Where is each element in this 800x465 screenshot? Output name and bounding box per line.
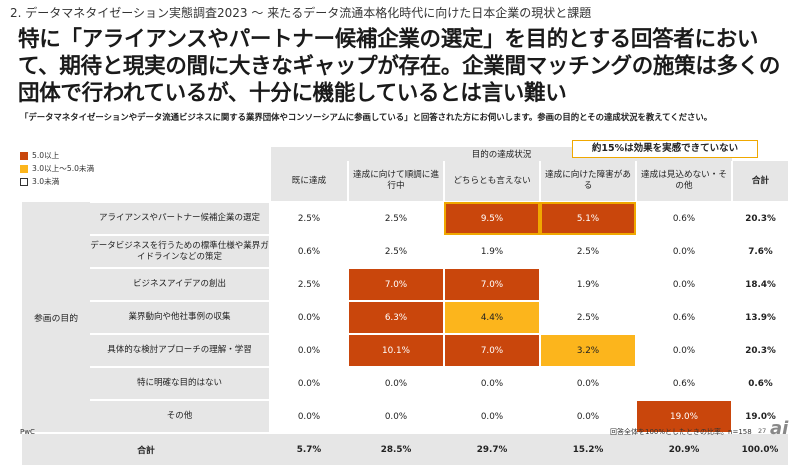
value-cell: 4.4% — [443, 300, 540, 334]
row-total-cell: 20.3% — [731, 201, 788, 235]
value-cell: 9.5% — [443, 201, 540, 235]
value-cell: 0.0% — [347, 366, 444, 400]
legend-item-mid: 3.0以上～5.0未満 — [20, 162, 94, 175]
row-total-cell: 7.6% — [731, 234, 788, 268]
row-label: 具体的な検討アプローチの理解・学習 — [90, 333, 270, 367]
value-cell: 6.3% — [347, 300, 444, 334]
row-label: 特に明確な目的はない — [90, 366, 270, 400]
row-label: アライアンスやパートナー候補企業の選定 — [90, 201, 270, 235]
table-row: 特に明確な目的はない 0.0% 0.0% 0.0% 0.0% 0.6% 0.6% — [22, 366, 788, 400]
column-header: 達成は見込めない・その他 — [635, 161, 732, 202]
value-cell: 0.0% — [443, 399, 540, 433]
total-cell: 15.2% — [540, 432, 636, 465]
value-cell: 0.0% — [269, 399, 348, 433]
legend-label-mid: 3.0以上～5.0未満 — [32, 164, 95, 173]
row-label: データビジネスを行うための標準仕様や業界ガイドラインなどの策定 — [90, 234, 270, 268]
value-cell: 0.0% — [635, 267, 732, 301]
legend-item-low: 3.0未満 — [20, 175, 94, 188]
table-row: 具体的な検討アプローチの理解・学習 0.0% 10.1% 7.0% 3.2% 0.0% 20… — [22, 333, 788, 367]
row-total-cell: 20.3% — [731, 333, 788, 367]
value-cell: 3.2% — [539, 333, 636, 367]
legend-item-high: 5.0以上 — [20, 149, 94, 162]
value-cell: 0.0% — [269, 366, 348, 400]
row-total-cell: 0.6% — [731, 366, 788, 400]
gap-callout: 約15%は効果を実感できていない — [572, 140, 758, 158]
value-cell: 7.0% — [347, 267, 444, 301]
row-label: その他 — [90, 399, 270, 433]
value-cell: 0.0% — [539, 366, 636, 400]
value-cell: 7.0% — [443, 333, 540, 367]
row-total-cell: 18.4% — [731, 267, 788, 301]
legend-label-high: 5.0以上 — [32, 151, 60, 160]
column-header: 達成に向けて順調に進行中 — [347, 161, 444, 202]
value-cell: 0.0% — [269, 333, 348, 367]
row-total-cell: 19.0% — [731, 399, 788, 433]
footer-brand: PwC — [20, 428, 35, 436]
value-cell: 2.5% — [347, 201, 444, 235]
row-axis-label: 参画の目的 — [22, 202, 90, 433]
total-cell: 5.7% — [270, 432, 348, 465]
survey-question: 「データマネタイゼーションやデータ流通ビジネスに関する業界団体やコンソーシアムに… — [20, 112, 713, 122]
row-total-cell: 13.9% — [731, 300, 788, 334]
value-cell: 0.6% — [635, 201, 732, 235]
value-cell: 7.0% — [443, 267, 540, 301]
value-cell: 0.0% — [347, 399, 444, 433]
total-label: 合計 — [22, 432, 270, 465]
row-label: 業界動向や他社事例の収集 — [90, 300, 270, 334]
footer-note: 回答全体を100%としたときの比率。n=158 — [610, 428, 752, 436]
total-cell: 28.5% — [348, 432, 444, 465]
legend-swatch-mid — [20, 164, 28, 173]
table-row: その他 0.0% 0.0% 0.0% 0.0% 19.0% 19.0% — [22, 399, 788, 433]
slide-header: 2. データマネタイゼーション実態調査2023 ～ 来たるデータ流通本格化時代に… — [10, 6, 592, 20]
page-number: 27 — [758, 427, 767, 435]
table-row: ビジネスアイデアの創出 2.5% 7.0% 7.0% 1.9% 0.0% 18.4% — [22, 267, 788, 301]
value-cell: 2.5% — [269, 267, 348, 301]
value-cell: 0.0% — [269, 300, 348, 334]
total-row: 合計 5.7% 28.5% 29.7% 15.2% 20.9% 100.0% — [22, 432, 788, 465]
value-cell: 2.5% — [539, 300, 636, 334]
ai-logo: ai — [770, 418, 789, 439]
column-header: どちらとも言えない — [443, 161, 540, 202]
table-row: データビジネスを行うための標準仕様や業界ガイドラインなどの策定 0.6% 2.5% 1… — [22, 234, 788, 268]
total-cell: 20.9% — [636, 432, 732, 465]
value-cell: 10.1% — [347, 333, 444, 367]
total-cell: 29.7% — [444, 432, 540, 465]
column-header: 既に達成 — [269, 161, 348, 202]
column-header: 達成に向けた障害がある — [539, 161, 636, 202]
table-row: 業界動向や他社事例の収集 0.0% 6.3% 4.4% 2.5% 0.6% 13.9% — [22, 300, 788, 334]
value-cell: 1.9% — [539, 267, 636, 301]
value-cell: 2.5% — [347, 234, 444, 268]
legend-label-low: 3.0未満 — [32, 177, 60, 186]
value-cell: 2.5% — [539, 234, 636, 268]
value-cell: 0.6% — [635, 300, 732, 334]
value-cell: 0.0% — [539, 399, 636, 433]
value-cell: 0.0% — [635, 234, 732, 268]
legend-swatch-low — [20, 177, 28, 186]
headline: 特に「アライアンスやパートナー候補企業の選定」を目的とする回答者において、期待と… — [18, 27, 781, 106]
legend-swatch-high — [20, 151, 28, 160]
value-cell: 0.0% — [443, 366, 540, 400]
table-row: 参画の目的 アライアンスやパートナー候補企業の選定 2.5% 2.5% 9.5% 5.1%… — [22, 201, 788, 433]
row-label: ビジネスアイデアの創出 — [90, 267, 270, 301]
value-cell: 2.5% — [269, 201, 348, 235]
value-cell: 1.9% — [443, 234, 540, 268]
value-cell: 0.0% — [635, 333, 732, 367]
results-table: 目的の達成状況 既に達成 達成に向けて順調に進行中 どちらとも言えない 達成に向… — [22, 147, 788, 465]
value-cell: 19.0% — [635, 399, 732, 433]
value-cell: 0.6% — [269, 234, 348, 268]
column-header-total: 合計 — [731, 161, 788, 202]
value-cell: 5.1% — [539, 201, 636, 235]
value-cell: 0.6% — [635, 366, 732, 400]
color-legend: 5.0以上 3.0以上～5.0未満 3.0未満 — [20, 149, 94, 188]
